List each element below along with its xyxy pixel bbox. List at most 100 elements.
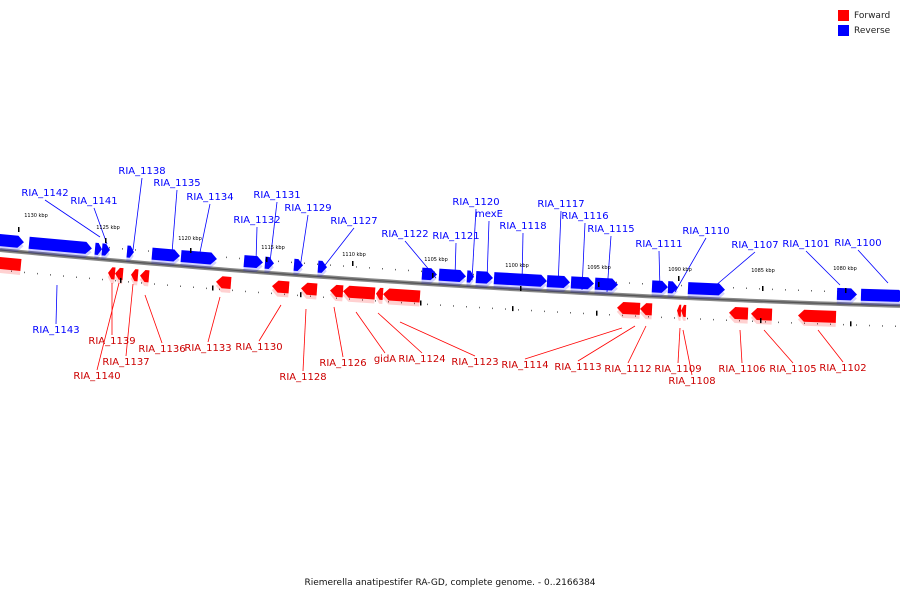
gene-label-ria-1124[interactable]: RIA_1124 bbox=[398, 354, 445, 365]
gene-label-ria-1133[interactable]: RIA_1133 bbox=[184, 343, 231, 354]
gene-label-ria-1137[interactable]: RIA_1137 bbox=[102, 357, 149, 368]
scale-dot bbox=[492, 307, 493, 310]
gene-label-ria-1118[interactable]: RIA_1118 bbox=[499, 221, 546, 232]
scale-dot bbox=[317, 263, 318, 265]
scale-dot bbox=[382, 268, 383, 270]
scale-dot bbox=[245, 290, 246, 293]
gene-label-ria-1132[interactable]: RIA_1132 bbox=[233, 215, 280, 226]
gene-label-ria-1102[interactable]: RIA_1102 bbox=[819, 363, 866, 374]
gene-label-ria-1122[interactable]: RIA_1122 bbox=[381, 229, 428, 240]
gene-label-ria-1140[interactable]: RIA_1140 bbox=[73, 371, 120, 382]
leader-line bbox=[171, 189, 178, 254]
reverse-gene-arrow bbox=[687, 282, 725, 300]
scale-dot bbox=[440, 304, 441, 306]
scale-dot bbox=[206, 287, 207, 290]
gene-label-ria-1109[interactable]: RIA_1109 bbox=[654, 364, 701, 375]
gene-label-gida[interactable]: gidA bbox=[374, 354, 396, 365]
gene-label-ria-1115[interactable]: RIA_1115 bbox=[587, 224, 634, 235]
scale-dot bbox=[193, 286, 194, 288]
scale-dot bbox=[811, 290, 812, 292]
gene-label-ria-1121[interactable]: RIA_1121 bbox=[432, 231, 479, 242]
gene-body bbox=[180, 250, 217, 265]
gene-label-ria-1128[interactable]: RIA_1128 bbox=[279, 372, 326, 383]
scale-dot bbox=[102, 278, 103, 281]
gene-label-ria-1142[interactable]: RIA_1142 bbox=[21, 188, 68, 199]
scale-dot bbox=[284, 293, 285, 296]
leader-line bbox=[125, 283, 134, 357]
leader-line bbox=[333, 306, 344, 358]
gene-label-ria-1101[interactable]: RIA_1101 bbox=[782, 239, 829, 250]
scale-tick bbox=[420, 300, 422, 306]
leader-line bbox=[302, 308, 307, 372]
gene-label-ria-1135[interactable]: RIA_1135 bbox=[153, 178, 200, 189]
scale-dot bbox=[772, 288, 773, 291]
gene-label-ria-1110[interactable]: RIA_1110 bbox=[682, 226, 729, 237]
forward-gene-arrow bbox=[676, 304, 682, 321]
forward-swatch bbox=[838, 10, 849, 21]
reverse-gene-arrow bbox=[264, 256, 274, 273]
reverse-swatch bbox=[838, 25, 849, 36]
gene-label-ria-1116[interactable]: RIA_1116 bbox=[561, 211, 608, 222]
reverse-gene-arrow bbox=[94, 242, 102, 259]
gene-label-ria-1136[interactable]: RIA_1136 bbox=[138, 344, 185, 355]
gene-label-ria-1108[interactable]: RIA_1108 bbox=[668, 376, 715, 387]
gene-label-ria-1117[interactable]: RIA_1117 bbox=[537, 199, 584, 210]
scale-tick bbox=[190, 248, 192, 253]
gene-label-ria-1130[interactable]: RIA_1130 bbox=[235, 342, 282, 353]
gene-label-ria-1114[interactable]: RIA_1114 bbox=[501, 360, 548, 371]
gene-body bbox=[681, 304, 687, 318]
leader-line bbox=[524, 327, 623, 360]
scale-tick bbox=[120, 277, 122, 283]
gene-shadow bbox=[728, 311, 749, 324]
scale-dot bbox=[674, 317, 675, 319]
gene-label-ria-1120[interactable]: RIA_1120 bbox=[452, 197, 499, 208]
gene-label-ria-1113[interactable]: RIA_1113 bbox=[554, 362, 601, 373]
reverse-gene-arrow bbox=[421, 267, 437, 285]
gene-label-ria-1123[interactable]: RIA_1123 bbox=[451, 357, 498, 368]
gene-body bbox=[151, 247, 180, 262]
gene-body bbox=[383, 288, 421, 303]
scale-dot bbox=[310, 295, 311, 297]
reverse-gene-arrow bbox=[594, 277, 618, 295]
gene-label-ria-1107[interactable]: RIA_1107 bbox=[731, 240, 778, 251]
scale-dot bbox=[531, 309, 532, 312]
gene-label-ria-1134[interactable]: RIA_1134 bbox=[186, 192, 233, 203]
gene-label-ria-1143[interactable]: RIA_1143 bbox=[32, 325, 79, 336]
gene-label-ria-1111[interactable]: RIA_1111 bbox=[635, 239, 682, 250]
gene-label-ria-1105[interactable]: RIA_1105 bbox=[769, 364, 816, 375]
gene-label-mexe[interactable]: mexE bbox=[475, 209, 503, 220]
gene-label-ria-1139[interactable]: RIA_1139 bbox=[88, 336, 135, 347]
scale-tick bbox=[845, 288, 847, 293]
scale-dot bbox=[746, 287, 747, 289]
scale-dot bbox=[713, 318, 714, 321]
gene-shadow bbox=[438, 272, 466, 286]
gene-body bbox=[140, 270, 150, 283]
gene-shadow bbox=[375, 291, 384, 305]
scale-tick bbox=[18, 227, 20, 232]
scale-dot bbox=[343, 265, 344, 267]
leader-line bbox=[627, 325, 647, 364]
gene-label-ria-1106[interactable]: RIA_1106 bbox=[718, 364, 765, 375]
gene-label-ria-1100[interactable]: RIA_1100 bbox=[834, 238, 881, 249]
tick-label-1110-kbp: 1110 kbp bbox=[342, 252, 366, 258]
gene-label-ria-1126[interactable]: RIA_1126 bbox=[319, 358, 366, 369]
scale-dot bbox=[681, 284, 682, 287]
gene-label-ria-1127[interactable]: RIA_1127 bbox=[330, 216, 377, 227]
gene-shadow bbox=[466, 274, 474, 287]
gene-shadow bbox=[546, 279, 570, 292]
gene-label-ria-1138[interactable]: RIA_1138 bbox=[118, 166, 165, 177]
gene-label-ria-1131[interactable]: RIA_1131 bbox=[253, 190, 300, 201]
gene-shadow bbox=[594, 281, 618, 295]
scale-dot bbox=[544, 310, 545, 313]
gene-body bbox=[293, 258, 303, 272]
scale-dot bbox=[369, 267, 370, 269]
gene-label-ria-1141[interactable]: RIA_1141 bbox=[70, 196, 117, 207]
scale-dot bbox=[642, 283, 643, 285]
gene-body bbox=[594, 277, 618, 291]
leader-line bbox=[471, 208, 477, 281]
gene-label-ria-1112[interactable]: RIA_1112 bbox=[604, 364, 651, 375]
scale-tick bbox=[266, 257, 268, 262]
scale-dot bbox=[232, 289, 233, 292]
scale-dot bbox=[629, 282, 630, 284]
gene-label-ria-1129[interactable]: RIA_1129 bbox=[284, 203, 331, 214]
